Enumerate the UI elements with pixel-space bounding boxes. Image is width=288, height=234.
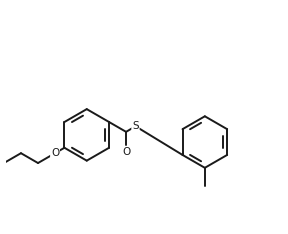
Text: O: O bbox=[122, 146, 130, 157]
Text: O: O bbox=[51, 148, 59, 158]
Text: S: S bbox=[132, 121, 139, 132]
